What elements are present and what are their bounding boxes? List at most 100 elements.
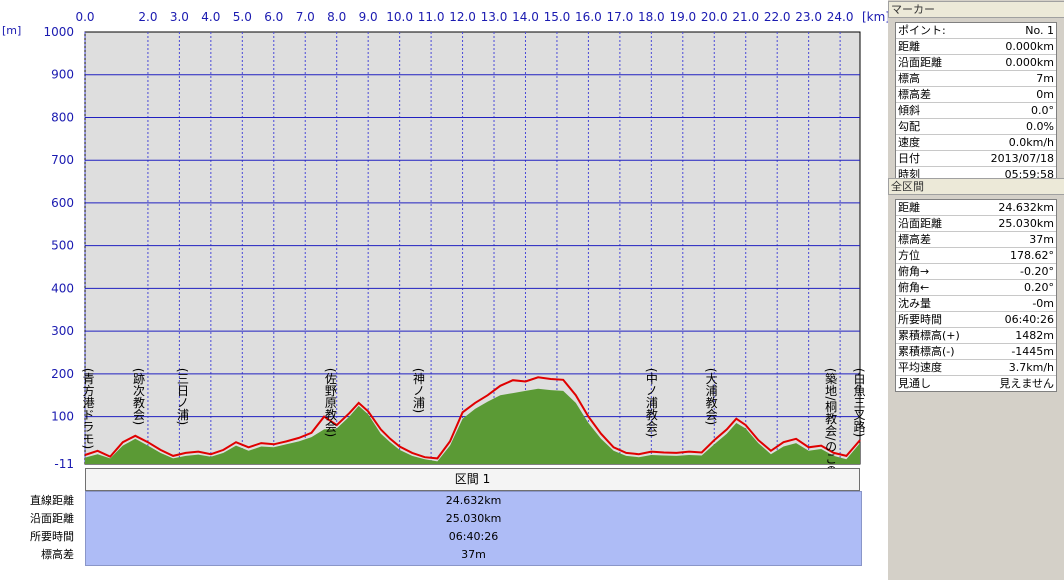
section-row: 方位 178.62°	[896, 248, 1056, 264]
terrain-area	[85, 388, 860, 464]
marker-value: 0.000km	[1005, 56, 1054, 69]
y-tick-label: 400	[51, 281, 74, 295]
y-tick-label: 900	[51, 68, 74, 82]
x-tick-label: 19.0	[669, 10, 696, 24]
section-label: 平均速度	[898, 361, 942, 374]
marker-row: ポイント: No. 1	[896, 23, 1056, 39]
marker-row: 傾斜 0.0°	[896, 103, 1056, 119]
x-tick-label: 20.0	[701, 10, 728, 24]
x-tick-label: 11.0	[418, 10, 445, 24]
x-tick-label: 6.0	[264, 10, 283, 24]
section-label: 累積標高(+)	[898, 329, 960, 342]
marker-value: 0.0km/h	[1008, 136, 1054, 149]
marker-value: 0.0°	[1031, 104, 1054, 117]
summary-value: 25.030km	[445, 512, 502, 525]
x-tick-label: 18.0	[638, 10, 665, 24]
x-tick-label: 4.0	[201, 10, 220, 24]
section-label: 沈み量	[898, 297, 931, 310]
waypoint-label: (青方港ドラモ)	[81, 368, 95, 449]
x-tick-label: 2.0	[138, 10, 157, 24]
marker-label: 距離	[898, 40, 920, 53]
marker-label: ポイント:	[898, 24, 946, 37]
marker-row: 速度 0.0km/h	[896, 135, 1056, 151]
summary-label: 沿面距離	[30, 512, 74, 525]
marker-label: 勾配	[898, 120, 920, 133]
marker-row: 距離 0.000km	[896, 39, 1056, 55]
section-row: 標高差 37m	[896, 232, 1056, 248]
x-tick-label: 15.0	[544, 10, 571, 24]
waypoint-label: (跡次教会)	[131, 368, 145, 425]
marker-table: ポイント: No. 1 距離 0.000km 沿面距離 0.000km 標高 7m 標高差 0m 傾…	[895, 22, 1057, 183]
x-tick-label: 13.0	[481, 10, 508, 24]
marker-value: 2013/07/18	[990, 152, 1054, 165]
section-table: 距離 24.632km 沿面距離 25.030km 標高差 37m 方位 178.62° 俯角→…	[895, 199, 1057, 392]
x-tick-label: 22.0	[764, 10, 791, 24]
section-row: 見通し 見えません	[896, 376, 1056, 391]
marker-row: 勾配 0.0%	[896, 119, 1056, 135]
marker-label: 日付	[898, 152, 920, 165]
y-tick-label: 200	[51, 367, 74, 381]
section-value: 見えません	[999, 377, 1054, 390]
section-value: -0m	[1032, 297, 1054, 310]
waypoint-label: (白魚三叉路)	[852, 368, 866, 437]
x-tick-label: 14.0	[512, 10, 539, 24]
x-unit-label: [km]	[862, 10, 888, 24]
section-label: 累積標高(-)	[898, 345, 955, 358]
section-value: 0.20°	[1024, 281, 1054, 294]
section-row: 俯角← 0.20°	[896, 280, 1056, 296]
marker-value: 0m	[1036, 88, 1054, 101]
section-header[interactable]: 区間 1	[85, 468, 860, 491]
summary-value: 37m	[461, 548, 486, 561]
section-value: 3.7km/h	[1008, 361, 1054, 374]
section-value: 25.030km	[998, 217, 1054, 230]
section-row: 所要時間 06:40:26	[896, 312, 1056, 328]
summary-value: 06:40:26	[448, 530, 499, 543]
waypoint-label: (大浦教会)	[704, 368, 718, 425]
marker-row: 標高差 0m	[896, 87, 1056, 103]
elevation-chart[interactable]: (青方港ドラモ) (跡次教会) (三日ノ浦) (佐野原教会) (神ノ浦) (中ノ浦教会) (…	[0, 0, 888, 470]
section-value: 06:40:26	[1004, 313, 1054, 326]
summary-label: 標高差	[41, 548, 74, 561]
y-unit-label: [m]	[2, 24, 22, 37]
section-label: 俯角→	[898, 265, 930, 278]
x-tick-label: 8.0	[327, 10, 346, 24]
track-line	[84, 376, 861, 460]
y-tick-label: 300	[51, 324, 74, 338]
x-tick-label: 24.0	[827, 10, 854, 24]
section-label: 方位	[898, 249, 920, 262]
marker-value: 05:59:58	[1004, 168, 1054, 181]
section-label: 標高差	[898, 233, 931, 246]
waypoint-label: (三日ノ浦)	[176, 368, 190, 425]
marker-value: 0.000km	[1005, 40, 1054, 53]
section-value: 178.62°	[1010, 249, 1054, 262]
marker-panel-title: マーカー	[888, 1, 1064, 18]
x-tick-label: 10.0	[386, 10, 413, 24]
summary-label: 直線距離	[30, 494, 74, 507]
marker-label: 標高差	[898, 88, 931, 101]
section-label: 沿面距離	[898, 217, 942, 230]
section-row: 累積標高(-) -1445m	[896, 344, 1056, 360]
summary-label: 所要時間	[30, 530, 74, 543]
x-tick-label: 12.0	[449, 10, 476, 24]
x-tick-label: 0.0	[75, 10, 94, 24]
waypoint-label: (佐野原教会)	[323, 368, 337, 437]
marker-value: No. 1	[1025, 24, 1054, 37]
summary-value: 24.632km	[445, 494, 502, 507]
section-row: 俯角→ -0.20°	[896, 264, 1056, 280]
x-tick-label: 21.0	[732, 10, 759, 24]
x-tick-label: 9.0	[359, 10, 378, 24]
x-tick-label: 16.0	[575, 10, 602, 24]
marker-label: 傾斜	[898, 104, 920, 117]
section-row: 距離 24.632km	[896, 200, 1056, 216]
section-row: 累積標高(+) 1482m	[896, 328, 1056, 344]
section-label: 距離	[898, 201, 920, 214]
y-tick-label: 700	[51, 153, 74, 167]
summary-box: 24.632km 25.030km 06:40:26 37m	[85, 491, 862, 566]
waypoint-label: (築地/桐教会/のこの三ツ路)	[824, 368, 838, 470]
section-value: 37m	[1029, 233, 1054, 246]
marker-row: 時刻 05:59:58	[896, 167, 1056, 182]
marker-row: 沿面距離 0.000km	[896, 55, 1056, 71]
x-tick-label: 23.0	[795, 10, 822, 24]
y-tick-label: 500	[51, 239, 74, 253]
marker-label: 速度	[898, 136, 920, 149]
